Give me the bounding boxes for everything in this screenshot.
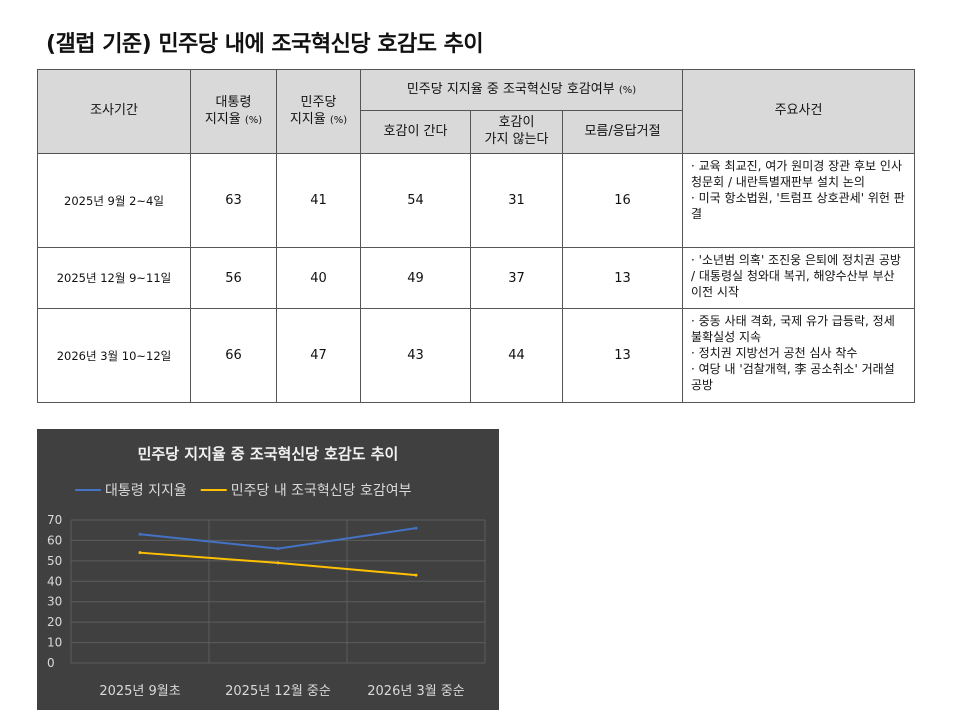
y-tick-label: 10	[47, 636, 62, 650]
y-tick-label: 40	[47, 574, 62, 588]
cell-events: · 중동 사태 격화, 국제 유가 급등락, 정세 불확실성 지속 · 정치권 …	[682, 308, 916, 403]
x-tick-label: 2026년 3월 중순	[367, 684, 464, 699]
cell-unknown: 16	[561, 153, 684, 248]
header-group-unit: (%)	[618, 84, 637, 96]
header-party-line1: 민주당	[300, 94, 337, 110]
cell-president-approval: 63	[190, 153, 277, 248]
x-tick-label: 2025년 12월 중순	[225, 684, 331, 699]
page-title: (갤럽 기준) 민주당 내에 조국혁신당 호감도 추이	[46, 32, 484, 57]
cell-unfavorable: 37	[470, 247, 563, 309]
cell-party-approval: 47	[276, 308, 361, 403]
header-group: 민주당 지지율 중 조국혁신당 호감여부 (%)	[359, 69, 684, 111]
y-tick-label: 50	[47, 554, 62, 568]
header-party-approval: 민주당 지지율 (%)	[276, 69, 361, 154]
cell-events: · '소년범 의혹' 조진웅 은퇴에 정치권 공방 / 대통령실 청와대 복귀,…	[682, 247, 916, 309]
cell-events: · 교육 최교진, 여가 원미경 장관 후보 인사청문회 / 내란특별재판부 설…	[682, 153, 916, 248]
cell-favorable: 49	[360, 247, 471, 309]
header-party-line2: 지지율	[289, 111, 326, 127]
chart-legend: 대통령 지지율 민주당 내 조국혁신당 호감여부	[75, 483, 412, 499]
y-axis-ticks: 0 10 20 30 40 50 60 70	[47, 513, 62, 670]
header-unfav-line1: 호감이	[498, 115, 535, 131]
cell-period: 2025년 12월 9~11일	[37, 247, 191, 309]
cell-unfavorable: 44	[470, 308, 563, 403]
header-group-label: 민주당 지지율 중 조국혁신당 호감여부	[406, 81, 615, 97]
chart-grid	[70, 519, 486, 664]
table-row: 2026년 3월 10~12일 66 47 43 44 13 · 중동 사태 격…	[37, 308, 916, 403]
data-point	[138, 532, 142, 536]
event-item: · 중동 사태 격화, 국제 유가 급등락, 정세 불확실성 지속	[691, 314, 895, 344]
cell-party-approval: 41	[276, 153, 361, 248]
data-point	[276, 561, 280, 565]
event-item: · 정치권 지방선거 공천 심사 착수	[691, 346, 858, 360]
header-president-line1: 대통령	[215, 94, 252, 110]
y-tick-label: 70	[47, 513, 62, 527]
data-point	[414, 573, 418, 577]
header-unfav-line2: 가지 않는다	[484, 132, 549, 147]
event-item: · '소년범 의혹' 조진웅 은퇴에 정치권 공방 / 대통령실 청와대 복귀,…	[691, 253, 901, 299]
trend-chart: 민주당 지지율 중 조국혁신당 호감도 추이 대통령 지지율 민주당 내 조국혁신…	[37, 429, 499, 710]
x-axis-ticks: 2025년 9월초 2025년 12월 중순 2026년 3월 중순	[99, 684, 464, 699]
chart-background	[37, 429, 499, 710]
event-item: · 여당 내 '검찰개혁, 李 공소취소' 거래설 공방	[691, 362, 895, 392]
event-item: · 미국 항소법원, '트럼프 상호관세' 위헌 판결	[691, 191, 905, 221]
y-tick-label: 60	[47, 533, 62, 547]
event-item: · 교육 최교진, 여가 원미경 장관 후보 인사청문회 / 내란특별재판부 설…	[691, 159, 902, 189]
cell-party-approval: 40	[276, 247, 361, 309]
header-president-approval: 대통령 지지율 (%)	[190, 69, 277, 154]
cell-unknown: 13	[561, 308, 684, 403]
header-events: 주요사건	[682, 69, 916, 154]
chart-title: 민주당 지지율 중 조국혁신당 호감도 추이	[138, 445, 399, 463]
x-tick-label: 2025년 9월초	[99, 684, 180, 699]
header-period: 조사기간	[37, 69, 191, 154]
cell-favorable: 43	[360, 308, 471, 403]
survey-table: 조사기간 대통령 지지율 (%) 민주당 지지율 (%) 민주당 지지율 중 조…	[37, 69, 916, 403]
y-tick-label: 30	[47, 595, 62, 609]
cell-president-approval: 56	[190, 247, 277, 309]
chart-series	[138, 526, 418, 577]
y-tick-label: 0	[47, 656, 55, 670]
header-favorable: 호감이 간다	[360, 110, 471, 154]
cell-period: 2026년 3월 10~12일	[37, 308, 191, 403]
cell-unfavorable: 31	[470, 153, 563, 248]
table-row: 2025년 12월 9~11일 56 40 49 37 13 · '소년범 의혹…	[37, 247, 916, 309]
legend-label: 민주당 내 조국혁신당 호감여부	[231, 483, 412, 499]
data-point	[414, 526, 418, 530]
header-president-unit: (%)	[244, 114, 263, 126]
y-tick-label: 20	[47, 615, 62, 629]
data-point	[276, 547, 280, 551]
legend-label: 대통령 지지율	[105, 483, 187, 499]
data-point	[138, 551, 142, 555]
header-party-unit: (%)	[329, 114, 348, 126]
header-president-line2: 지지율	[204, 111, 241, 127]
header-unknown: 모름/응답거절	[561, 110, 684, 154]
cell-unknown: 13	[561, 247, 684, 309]
cell-president-approval: 66	[190, 308, 277, 403]
cell-period: 2025년 9월 2~4일	[37, 153, 191, 248]
cell-favorable: 54	[360, 153, 471, 248]
header-unfavorable: 호감이 가지 않는다	[470, 110, 563, 154]
table-row: 2025년 9월 2~4일 63 41 54 31 16 · 교육 최교진, 여…	[37, 153, 916, 248]
